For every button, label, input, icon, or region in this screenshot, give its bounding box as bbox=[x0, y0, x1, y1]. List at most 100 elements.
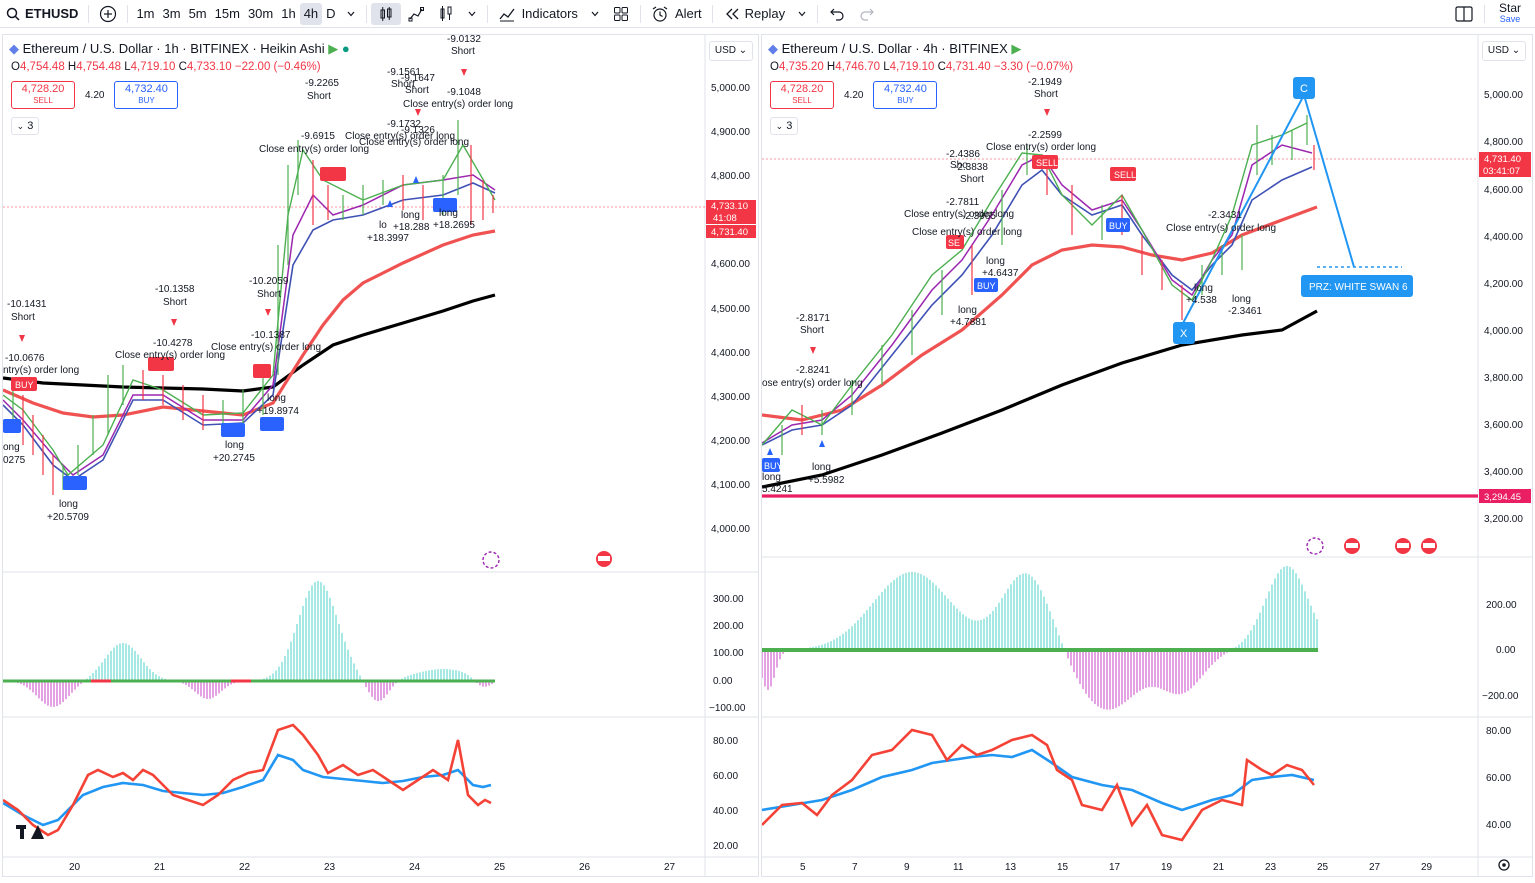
sell-marker: SELL bbox=[1036, 158, 1058, 168]
price-tick: 4,400.00 bbox=[711, 348, 750, 359]
annotation: Close entry(s) order long bbox=[211, 342, 321, 353]
save-layout-button[interactable]: Star Save bbox=[1489, 0, 1535, 28]
pattern-point-c[interactable] bbox=[1293, 77, 1315, 99]
chevron-down-icon bbox=[591, 11, 599, 16]
save-label: Save bbox=[1499, 13, 1521, 24]
ethereum-icon: ◆ bbox=[768, 41, 778, 56]
buy-button[interactable]: 4,732.40 BUY bbox=[873, 81, 938, 109]
long-arrows bbox=[387, 176, 419, 207]
macd-tick: −200.00 bbox=[1482, 691, 1519, 702]
indicators-collapse-button[interactable]: ⌄ 3 bbox=[770, 117, 798, 135]
interval-d[interactable]: D bbox=[322, 0, 339, 28]
left-time-axis[interactable]: 20 21 22 23 24 25 26 27 bbox=[69, 862, 676, 873]
tradingview-logo[interactable] bbox=[16, 825, 44, 839]
left-chart-canvas[interactable]: 5,000.00 4,900.00 4,800.00 4,700.00 4,60… bbox=[3, 35, 759, 877]
open-value: 4,735.20 bbox=[778, 61, 824, 73]
annotation: Short bbox=[960, 174, 984, 185]
left-rsi-panel[interactable]: 80.00 60.00 40.00 20.00 bbox=[3, 723, 738, 852]
annotation: Close entry(s) order long bbox=[115, 350, 225, 361]
right-ohlc-values: O4,735.20 H4,746.70 L4,719.10 C4,731.40 … bbox=[770, 61, 1074, 73]
currency-select[interactable]: USD ⌄ bbox=[1482, 41, 1526, 61]
price-tick: 4,900.00 bbox=[711, 127, 750, 138]
left-chart-pane[interactable]: 5,000.00 4,900.00 4,800.00 4,700.00 4,60… bbox=[2, 34, 759, 877]
interval-4h[interactable]: 4h bbox=[299, 2, 323, 25]
annotation: long bbox=[225, 440, 244, 451]
low-value: 4,719.10 bbox=[889, 61, 935, 73]
replay-dropdown[interactable] bbox=[791, 0, 813, 28]
pattern-point-x[interactable] bbox=[1173, 322, 1195, 344]
interval-dropdown[interactable] bbox=[340, 0, 362, 28]
interval-5m[interactable]: 5m bbox=[185, 0, 211, 28]
left-chart-legend[interactable]: ◆ Ethereum / U.S. Dollar · 1h · BITFINEX… bbox=[9, 41, 350, 57]
date-tick: 22 bbox=[239, 862, 251, 873]
left-price-axis[interactable]: 5,000.00 4,900.00 4,800.00 4,700.00 4,60… bbox=[711, 83, 750, 535]
left-macd-panel[interactable]: 300.00 200.00 100.00 0.00 −100.00 bbox=[3, 580, 746, 714]
redo-button[interactable] bbox=[852, 0, 882, 28]
chart-type-dropdown[interactable] bbox=[461, 0, 483, 28]
rsi-tick: 60.00 bbox=[713, 771, 738, 782]
date-tick: 25 bbox=[494, 862, 506, 873]
undo-button[interactable] bbox=[822, 0, 852, 28]
annotation: -10.4278 bbox=[153, 338, 193, 349]
annotation: long bbox=[1232, 294, 1251, 305]
right-time-axis[interactable]: 5 7 9 11 13 15 17 19 21 23 25 27 29 bbox=[800, 862, 1433, 873]
pattern-point-c-label: C bbox=[1300, 83, 1308, 95]
sell-button[interactable]: 4,728.20 SELL bbox=[11, 81, 75, 109]
dividends-icon[interactable] bbox=[1306, 537, 1324, 555]
line-style-button[interactable] bbox=[401, 0, 431, 28]
chart-settings-gear-icon[interactable] bbox=[1498, 859, 1510, 871]
prz-label-box[interactable] bbox=[1301, 275, 1413, 297]
sell-label: SELL bbox=[792, 96, 812, 105]
bars-style-button[interactable] bbox=[431, 0, 461, 28]
annotation: Close entry(s) order long bbox=[259, 144, 369, 155]
symbol-search-button[interactable]: ETHUSD bbox=[0, 0, 84, 28]
indicators-collapse-button[interactable]: ⌄ 3 bbox=[11, 117, 39, 135]
second-price-text: 4,731.40 bbox=[711, 227, 748, 238]
candlestick-icon bbox=[380, 6, 392, 21]
buy-button[interactable]: 4,732.40 BUY bbox=[114, 81, 179, 109]
dividends-icon[interactable] bbox=[482, 551, 500, 569]
sell-button[interactable]: 4,728.20 SELL bbox=[770, 81, 834, 109]
right-chart-canvas[interactable]: 5,000.00 4,800.00 4,600.00 4,400.00 4,20… bbox=[762, 35, 1533, 877]
search-icon bbox=[6, 7, 20, 21]
right-chart-pane[interactable]: 5,000.00 4,800.00 4,600.00 4,400.00 4,20… bbox=[761, 34, 1533, 877]
annotation: long bbox=[267, 393, 286, 404]
candles-style-button[interactable] bbox=[370, 2, 401, 25]
date-tick: 29 bbox=[1421, 862, 1433, 873]
prz-label: PRZ: WHITE SWAN 6 bbox=[1309, 282, 1408, 293]
compare-symbol-button[interactable] bbox=[93, 0, 123, 28]
annotation: Short bbox=[11, 312, 35, 323]
replay-button[interactable]: Replay bbox=[717, 0, 791, 28]
indicators-button[interactable]: Indicators bbox=[492, 0, 584, 28]
price-tick: 4,200.00 bbox=[711, 436, 750, 447]
chevron-down-icon bbox=[347, 11, 355, 16]
price-tick: 3,600.00 bbox=[1484, 420, 1523, 431]
left-chart-title: Ethereum / U.S. Dollar · 1h · BITFINEX ·… bbox=[22, 41, 325, 56]
right-price-axis[interactable]: 5,000.00 4,800.00 4,600.00 4,400.00 4,20… bbox=[1484, 90, 1523, 525]
alarm-clock-icon bbox=[652, 6, 668, 22]
currency-select[interactable]: USD ⌄ bbox=[709, 41, 753, 61]
interval-1m[interactable]: 1m bbox=[132, 0, 158, 28]
close-value: 4,733.10 bbox=[186, 61, 232, 73]
right-macd-panel[interactable]: 200.00 0.00 −200.00 bbox=[762, 566, 1519, 710]
annotation: Close entry(s) order long bbox=[912, 227, 1022, 238]
interval-1h[interactable]: 1h bbox=[277, 0, 299, 28]
annotation: -9.1732 bbox=[387, 119, 421, 130]
indicators-dropdown[interactable] bbox=[584, 0, 606, 28]
interval-15m[interactable]: 15m bbox=[211, 0, 244, 28]
right-chart-legend[interactable]: ◆ Ethereum / U.S. Dollar · 4h · BITFINEX… bbox=[768, 41, 1021, 57]
layout-split-button[interactable] bbox=[1448, 0, 1480, 28]
layouts-button[interactable] bbox=[606, 0, 636, 28]
interval-3m[interactable]: 3m bbox=[159, 0, 185, 28]
annotation: +5.5982 bbox=[808, 475, 845, 486]
annotation: +18.3997 bbox=[367, 233, 409, 244]
interval-30m[interactable]: 30m bbox=[244, 0, 277, 28]
annotation: -9.1326 bbox=[401, 125, 435, 136]
sell-price: 4,728.20 bbox=[780, 83, 824, 95]
annotation: -9.1561 bbox=[387, 67, 421, 78]
interval-label: 3m bbox=[162, 6, 181, 21]
right-rsi-panel[interactable]: 80.00 60.00 40.00 bbox=[762, 726, 1511, 842]
alert-button[interactable]: Alert bbox=[645, 0, 708, 28]
date-tick: 26 bbox=[579, 862, 591, 873]
change-value: −3.30 (−0.07%) bbox=[993, 61, 1074, 73]
